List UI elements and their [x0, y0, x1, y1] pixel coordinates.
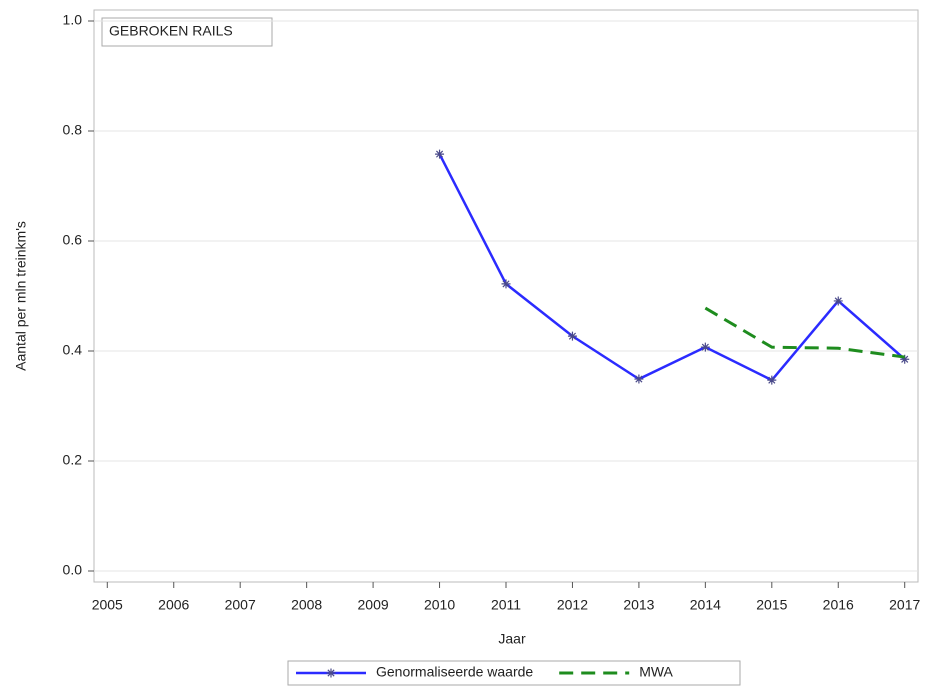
x-tick-label: 2009 — [358, 597, 389, 613]
y-axis-label: Aantal per mln treinkm's — [13, 221, 29, 371]
x-tick-label: 2016 — [823, 597, 854, 613]
y-tick-label: 0.4 — [63, 342, 83, 358]
point-marker — [833, 296, 843, 306]
x-tick-label: 2011 — [491, 597, 521, 613]
point-marker — [767, 375, 777, 385]
legend-marker — [326, 668, 336, 678]
annotation-box — [101, 17, 273, 47]
x-tick-label: 2010 — [424, 597, 455, 613]
x-tick-label: 2017 — [889, 597, 920, 613]
x-axis-label: Jaar — [498, 631, 526, 647]
annotation: GEBROKEN RAILS — [109, 23, 233, 39]
y-tick-label: 0.8 — [63, 122, 83, 138]
point-marker — [501, 279, 511, 289]
y-tick-label: 0.6 — [63, 232, 83, 248]
x-tick-label: 2015 — [756, 597, 787, 613]
x-tick-label: 2013 — [623, 597, 654, 613]
point-marker — [700, 342, 710, 352]
point-marker — [900, 354, 910, 364]
y-tick-label: 0.2 — [63, 452, 83, 468]
legend-label: Genormaliseerde waarde — [376, 664, 533, 680]
series-line — [704, 306, 905, 359]
y-tick-label: 0.0 — [63, 562, 83, 578]
legend-label: MWA — [639, 664, 673, 680]
plot-frame — [93, 9, 919, 583]
x-tick-label: 2014 — [690, 597, 721, 613]
series-line — [438, 153, 906, 382]
x-tick-label: 2008 — [291, 597, 322, 613]
x-tick-label: 2005 — [92, 597, 123, 613]
point-marker — [567, 331, 577, 341]
x-tick-label: 2007 — [225, 597, 256, 613]
x-tick-label: 2012 — [557, 597, 588, 613]
y-tick-label: 1.0 — [63, 12, 83, 28]
x-tick-label: 2006 — [158, 597, 189, 613]
point-marker — [435, 149, 445, 159]
point-marker — [634, 374, 644, 384]
